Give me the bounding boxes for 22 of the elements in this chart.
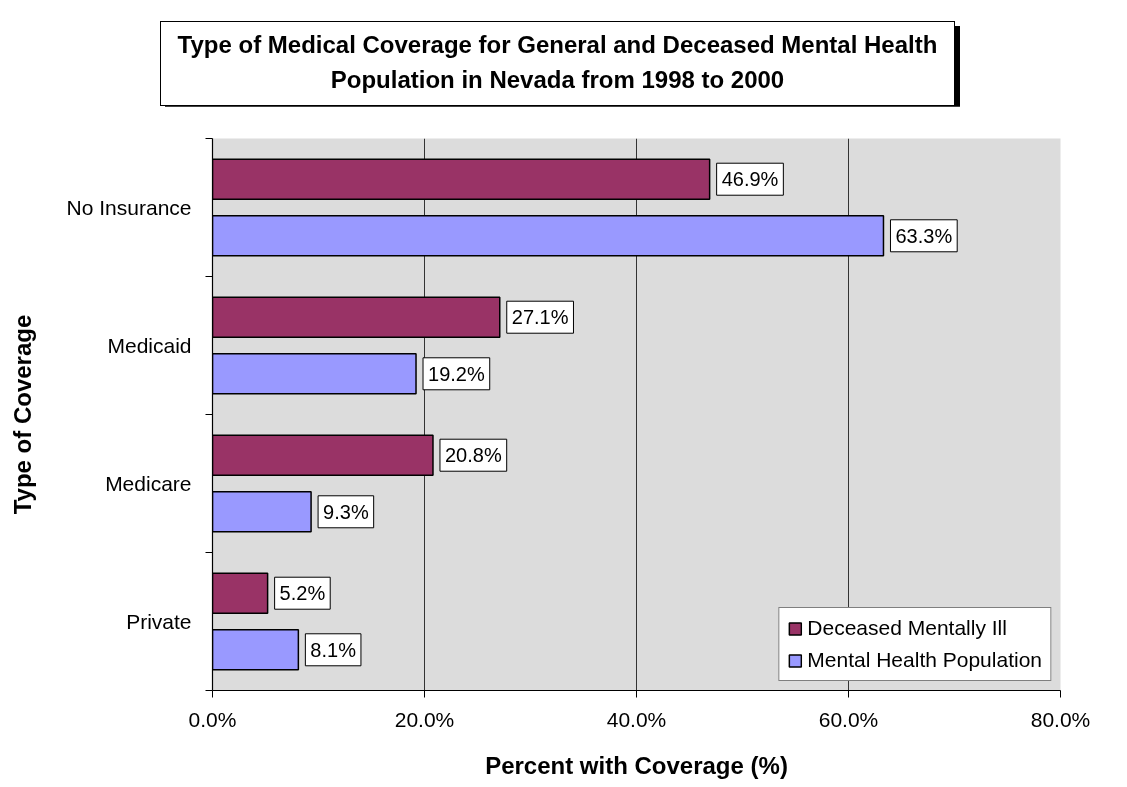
chart-title: Type of Medical Coverage for General and Deceased Mental Health Population in Nevada from 1998 to 2000 xyxy=(177,30,938,95)
data-label: 46.9% xyxy=(721,168,779,191)
legend-label: Deceased Mentally Ill xyxy=(807,616,1007,640)
data-label: 9.3% xyxy=(323,500,369,523)
data-label: 63.3% xyxy=(895,224,953,247)
x-tick-label: 60.0% xyxy=(818,707,879,731)
x-axis-title: Percent with Coverage (%) xyxy=(485,751,788,779)
data-label: 19.2% xyxy=(428,362,485,385)
x-tick-label: 40.0% xyxy=(606,707,667,731)
x-tick-label: 0.0% xyxy=(188,707,237,731)
data-label: 20.8% xyxy=(444,444,502,467)
data-label: 8.1% xyxy=(310,638,357,661)
data-label: 27.1% xyxy=(511,306,569,329)
legend-label: Mental Health Population xyxy=(807,648,1042,672)
y-tick-label: Medicare xyxy=(105,472,192,495)
y-tick-label: Private xyxy=(126,610,192,633)
y-tick-label: Medicaid xyxy=(107,334,192,357)
x-tick-label: 80.0% xyxy=(1030,707,1091,731)
x-tick-label: 20.0% xyxy=(394,707,455,731)
data-label: 5.2% xyxy=(279,582,326,605)
y-tick-label: No Insurance xyxy=(66,196,192,219)
y-axis-title: Type of Coverage xyxy=(8,314,36,515)
